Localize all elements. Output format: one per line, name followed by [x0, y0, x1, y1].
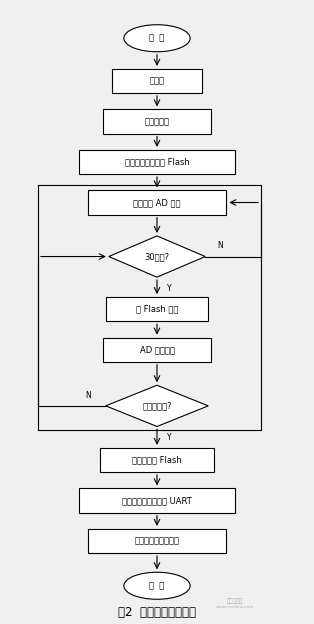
Text: 30秒到?: 30秒到?: [144, 252, 170, 261]
FancyBboxPatch shape: [88, 190, 226, 215]
Text: N: N: [85, 391, 90, 400]
Text: AD 采样转换: AD 采样转换: [139, 345, 175, 354]
Text: N: N: [217, 241, 223, 250]
Text: 结  束: 结 束: [149, 582, 165, 590]
FancyBboxPatch shape: [112, 69, 202, 93]
Text: 开  始: 开 始: [149, 34, 165, 42]
Text: 图2  单片机软件流程图: 图2 单片机软件流程图: [118, 605, 196, 618]
FancyBboxPatch shape: [88, 529, 226, 553]
Text: 电路全关断?: 电路全关断?: [142, 401, 172, 411]
Text: Y: Y: [167, 284, 171, 293]
Text: 中断清除并允许写 Flash: 中断清除并允许写 Flash: [125, 157, 189, 167]
FancyBboxPatch shape: [103, 338, 211, 362]
FancyBboxPatch shape: [103, 109, 211, 134]
Text: 首次启动 AD 转换: 首次启动 AD 转换: [133, 198, 181, 207]
FancyBboxPatch shape: [78, 150, 236, 174]
Text: www.elecfans.com: www.elecfans.com: [216, 605, 255, 609]
Polygon shape: [106, 385, 208, 426]
Text: 写 Flash 模块: 写 Flash 模块: [136, 305, 178, 314]
Ellipse shape: [124, 572, 190, 599]
Text: 初始化: 初始化: [149, 76, 165, 85]
Polygon shape: [109, 236, 205, 277]
Text: 定时器定时: 定时器定时: [144, 117, 170, 126]
Text: 关模拟开关并初始化 UART: 关模拟开关并初始化 UART: [122, 496, 192, 505]
Text: 最后一次写 Flash: 最后一次写 Flash: [132, 456, 182, 464]
Text: Y: Y: [167, 433, 171, 442]
FancyBboxPatch shape: [78, 489, 236, 512]
FancyBboxPatch shape: [106, 297, 208, 321]
Ellipse shape: [124, 25, 190, 52]
Text: 电子发烧友: 电子发烧友: [227, 598, 243, 604]
FancyBboxPatch shape: [100, 448, 214, 472]
Text: 进入低功耗等待读数: 进入低功耗等待读数: [134, 537, 180, 545]
